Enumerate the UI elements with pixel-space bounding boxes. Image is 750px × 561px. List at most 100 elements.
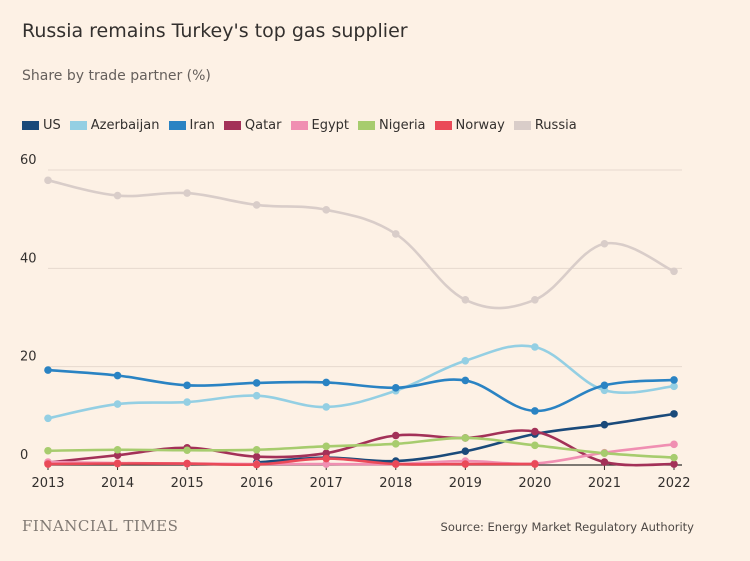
data-point-russia xyxy=(183,189,191,197)
x-tick-label: 2014 xyxy=(101,476,134,491)
x-tick-label: 2017 xyxy=(310,476,343,491)
legend-label: Norway xyxy=(455,117,505,133)
data-point-qatar xyxy=(531,427,539,436)
data-point-russia xyxy=(113,191,122,200)
series-line-russia xyxy=(46,179,676,310)
legend-label: Qatar xyxy=(244,117,282,133)
data-point-nigeria xyxy=(670,453,678,462)
series-iran xyxy=(44,366,678,415)
legend-item-qatar: Qatar xyxy=(223,117,282,133)
data-point-nigeria xyxy=(391,440,400,448)
data-point-nigeria xyxy=(600,449,609,458)
legend-swatch xyxy=(69,120,87,130)
data-point-azerbaijan xyxy=(113,400,122,408)
data-point-nigeria xyxy=(183,446,191,455)
legend-item-russia: Russia xyxy=(513,117,577,133)
data-point-azerbaijan xyxy=(322,403,331,411)
x-tick-label: 2013 xyxy=(31,476,64,491)
data-point-norway xyxy=(44,460,52,468)
data-point-norway xyxy=(113,459,122,468)
series-nigeria xyxy=(44,434,678,462)
legend-swatch xyxy=(513,120,531,130)
data-point-azerbaijan xyxy=(531,343,539,351)
data-point-azerbaijan xyxy=(252,391,261,400)
data-point-iran xyxy=(44,366,52,374)
x-tick-label: 2022 xyxy=(657,476,690,491)
data-point-norway xyxy=(183,459,191,468)
legend-label: Nigeria xyxy=(379,117,426,133)
legend-swatch xyxy=(290,120,308,130)
data-point-qatar xyxy=(113,451,122,459)
legend-swatch xyxy=(434,120,452,130)
legend-label: Azerbaijan xyxy=(90,117,160,133)
x-tick-label: 2020 xyxy=(518,476,551,491)
legend-item-iran: Iran xyxy=(168,117,215,133)
x-tick-label: 2016 xyxy=(240,476,273,491)
y-tick-label: 40 xyxy=(20,251,37,266)
series-line-norway xyxy=(46,457,537,467)
data-point-nigeria xyxy=(461,434,470,442)
data-point-russia xyxy=(531,296,539,304)
data-point-russia xyxy=(322,206,331,214)
legend-label: Iran xyxy=(189,117,215,133)
data-point-us xyxy=(600,420,609,429)
data-point-us xyxy=(670,410,678,418)
data-point-iran xyxy=(670,376,678,384)
series-line-azerbaijan xyxy=(46,344,676,420)
x-tick-label: 2018 xyxy=(379,476,412,491)
data-point-norway xyxy=(252,460,261,469)
legend-item-egypt: Egypt xyxy=(290,117,350,133)
data-point-iran xyxy=(461,376,470,385)
legend-item-azerbaijan: Azerbaijan xyxy=(69,117,160,133)
data-point-qatar xyxy=(322,449,331,458)
series-line-nigeria xyxy=(46,436,676,459)
data-point-us xyxy=(461,447,470,456)
data-point-azerbaijan xyxy=(461,356,470,365)
legend-item-nigeria: Nigeria xyxy=(358,118,426,133)
data-point-qatar xyxy=(670,460,678,468)
legend-swatch xyxy=(22,120,39,130)
data-point-iran xyxy=(113,371,122,380)
series-line-iran xyxy=(46,368,676,413)
data-point-iran xyxy=(600,381,609,390)
legend-swatch xyxy=(358,120,376,130)
data-point-iran xyxy=(391,384,400,392)
series-russia xyxy=(44,176,678,310)
legend-label: Egypt xyxy=(311,117,350,133)
data-point-nigeria xyxy=(322,442,331,451)
x-tick-label: 2015 xyxy=(171,476,204,491)
y-tick-label: 0 xyxy=(20,448,28,463)
data-point-norway xyxy=(322,454,331,463)
legend-label: US xyxy=(43,117,61,133)
data-point-nigeria xyxy=(252,445,261,454)
data-point-iran xyxy=(183,381,191,390)
legend-item-us: US xyxy=(22,118,61,133)
data-point-russia xyxy=(670,267,678,276)
data-point-egypt xyxy=(670,440,678,449)
data-point-iran xyxy=(531,407,539,415)
chart-subtitle: Share by trade partner (%) xyxy=(22,68,211,84)
data-point-nigeria xyxy=(113,445,122,454)
data-point-nigeria xyxy=(531,441,539,450)
data-point-nigeria xyxy=(44,446,52,455)
y-tick-label: 60 xyxy=(20,153,37,168)
series-azerbaijan xyxy=(44,343,678,423)
legend-item-norway: Norway xyxy=(434,117,505,133)
data-point-azerbaijan xyxy=(44,414,52,423)
y-tick-label: 20 xyxy=(20,350,37,365)
data-point-azerbaijan xyxy=(183,398,191,406)
x-tick-label: 2021 xyxy=(588,476,621,491)
data-point-egypt xyxy=(322,460,331,468)
series-norway xyxy=(44,454,539,469)
x-tick-label: 2019 xyxy=(449,476,482,491)
data-point-russia xyxy=(391,230,400,238)
legend-swatch xyxy=(168,120,186,130)
data-point-norway xyxy=(391,460,400,468)
data-point-azerbaijan xyxy=(670,382,678,391)
legend-label: Russia xyxy=(534,117,577,133)
data-point-iran xyxy=(322,378,331,387)
data-point-russia xyxy=(600,239,609,248)
data-point-iran xyxy=(252,379,261,387)
chart-legend: US Azerbaijan Iran Qatar Egypt Nigeria Norway R… xyxy=(22,115,586,135)
source-note: Source: Energy Market Regulatory Authori… xyxy=(440,520,694,534)
